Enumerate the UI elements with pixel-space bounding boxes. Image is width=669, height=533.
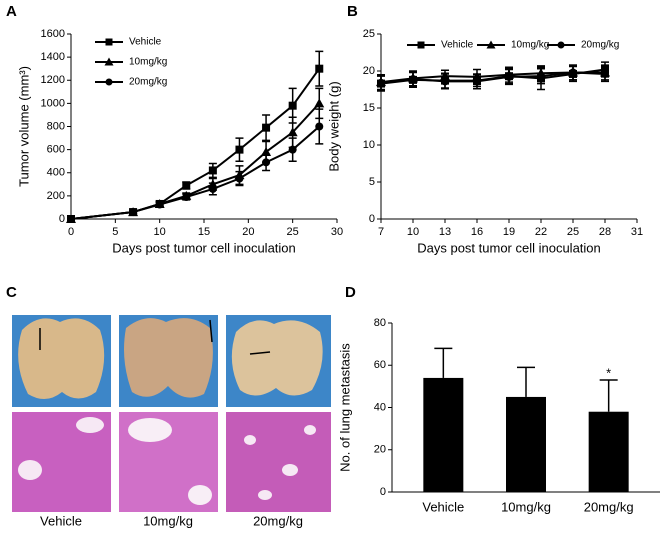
legend-marker bbox=[486, 40, 496, 49]
data-point bbox=[569, 68, 577, 77]
panel-letter: A bbox=[6, 3, 17, 20]
data-point bbox=[235, 174, 244, 183]
x-tick-label: 0 bbox=[68, 226, 74, 238]
x-tick-label: 22 bbox=[535, 226, 547, 238]
y-tick-label: 0 bbox=[369, 213, 375, 225]
y-tick-label: 0 bbox=[59, 213, 65, 225]
data-point bbox=[537, 72, 545, 81]
data-point bbox=[377, 78, 385, 87]
data-point bbox=[314, 98, 325, 108]
data-point bbox=[235, 145, 244, 154]
y-tick-label: 5 bbox=[369, 176, 375, 188]
series-line bbox=[380, 71, 606, 84]
data-point bbox=[67, 215, 75, 223]
legend-label: Vehicle bbox=[129, 37, 162, 48]
y-tick-label: 400 bbox=[47, 167, 65, 179]
legend-label: Vehicle bbox=[441, 40, 474, 51]
legend-marker bbox=[557, 41, 565, 49]
data-point bbox=[262, 123, 271, 132]
data-point bbox=[473, 77, 481, 86]
image-caption: 10mg/kg bbox=[143, 513, 193, 528]
data-point bbox=[129, 208, 138, 217]
y-tick-label: 800 bbox=[47, 120, 65, 132]
y-tick-label: 1000 bbox=[41, 97, 65, 109]
y-tick-label: 80 bbox=[374, 317, 386, 329]
legend-label: 10mg/kg bbox=[511, 40, 549, 51]
bar bbox=[506, 396, 546, 492]
y-tick-label: 1400 bbox=[41, 51, 65, 63]
y-tick-label: 20 bbox=[374, 444, 386, 456]
y-tick-label: 0 bbox=[380, 486, 386, 498]
x-tick-label: 15 bbox=[198, 226, 210, 238]
panel-letter: D bbox=[345, 284, 356, 301]
legend-label: 20mg/kg bbox=[129, 77, 167, 88]
x-tick-label: 31 bbox=[631, 226, 643, 238]
y-tick-label: 200 bbox=[47, 190, 65, 202]
data-point bbox=[262, 158, 271, 167]
legend-marker bbox=[105, 78, 113, 86]
x-tick-label: 25 bbox=[567, 226, 579, 238]
y-tick-label: 60 bbox=[374, 359, 386, 371]
data-point bbox=[441, 77, 449, 86]
legend-marker bbox=[104, 57, 114, 66]
y-tick-label: 15 bbox=[363, 102, 375, 114]
x-tick-label: 5 bbox=[112, 226, 118, 238]
data-point bbox=[182, 193, 191, 202]
y-tick-label: 1200 bbox=[41, 74, 65, 86]
x-tick-label: Vehicle bbox=[422, 499, 464, 514]
data-point bbox=[601, 69, 609, 78]
y-tick-label: 40 bbox=[374, 401, 386, 413]
y-axis-label: Tumor volume (mm³) bbox=[16, 66, 31, 187]
series-line bbox=[70, 68, 321, 220]
x-tick-label: 25 bbox=[287, 226, 299, 238]
data-point bbox=[182, 181, 191, 190]
data-point bbox=[208, 184, 217, 193]
x-tick-label: 16 bbox=[471, 226, 483, 238]
data-point bbox=[208, 166, 217, 175]
data-point bbox=[155, 200, 164, 209]
image-caption: 20mg/kg bbox=[253, 513, 303, 528]
image-caption: Vehicle bbox=[40, 513, 82, 528]
x-tick-label: 10 bbox=[407, 226, 419, 238]
data-point bbox=[315, 64, 324, 73]
bar bbox=[588, 411, 629, 492]
data-point bbox=[287, 127, 298, 137]
x-tick-label: 20mg/kg bbox=[584, 499, 634, 514]
y-tick-label: 25 bbox=[363, 28, 375, 40]
x-tick-label: 20 bbox=[242, 226, 254, 238]
data-point bbox=[409, 75, 417, 84]
x-tick-label: 19 bbox=[503, 226, 515, 238]
x-tick-label: 28 bbox=[599, 226, 611, 238]
x-tick-label: 7 bbox=[378, 226, 384, 238]
legend-marker bbox=[105, 38, 113, 46]
data-point bbox=[315, 122, 324, 131]
y-tick-label: 1600 bbox=[41, 28, 65, 40]
series-line bbox=[70, 102, 321, 220]
x-axis-label: Days post tumor cell inoculation bbox=[112, 240, 296, 255]
y-axis-label: No. of lung metastasis bbox=[337, 343, 352, 472]
lung-images bbox=[12, 315, 331, 512]
data-point bbox=[288, 145, 297, 154]
y-tick-label: 600 bbox=[47, 144, 65, 156]
bar bbox=[423, 377, 464, 492]
x-axis-label: Days post tumor cell inoculation bbox=[417, 240, 601, 255]
legend-label: 20mg/kg bbox=[581, 40, 619, 51]
panel-letter: C bbox=[6, 284, 17, 301]
x-tick-label: 10mg/kg bbox=[501, 499, 551, 514]
legend-marker bbox=[417, 41, 425, 49]
x-tick-label: 30 bbox=[331, 226, 343, 238]
data-point bbox=[288, 101, 297, 110]
y-axis-label: Body weight (g) bbox=[326, 81, 341, 171]
legend-label: 10mg/kg bbox=[129, 57, 167, 68]
x-tick-label: 10 bbox=[154, 226, 166, 238]
y-tick-label: 10 bbox=[363, 139, 375, 151]
data-point bbox=[505, 72, 513, 81]
significance-mark: * bbox=[606, 365, 611, 380]
x-tick-label: 13 bbox=[439, 226, 451, 238]
panel-letter: B bbox=[347, 3, 358, 20]
y-tick-label: 20 bbox=[363, 65, 375, 77]
